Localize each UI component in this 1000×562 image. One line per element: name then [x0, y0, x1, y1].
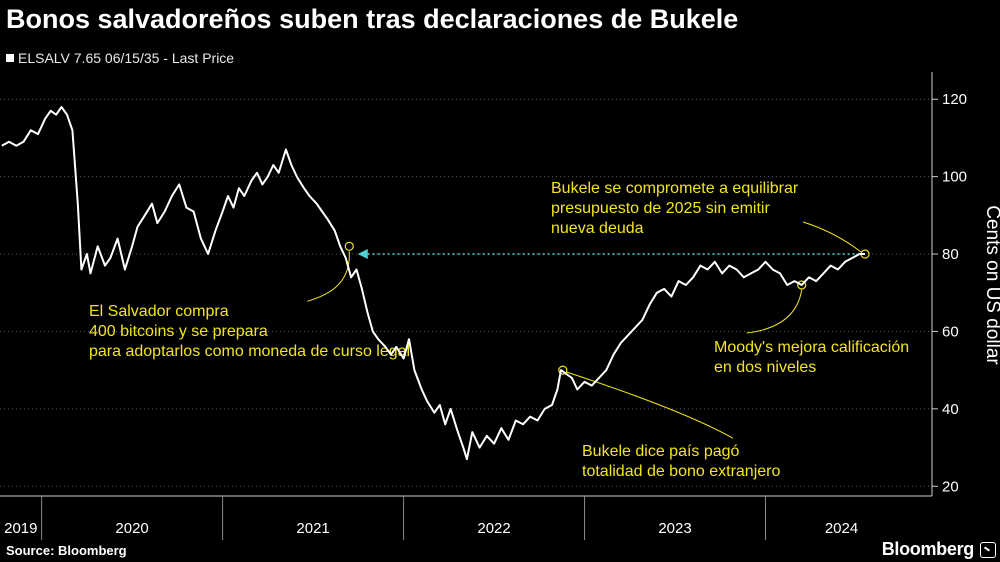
y-tick-label: 60: [942, 323, 959, 340]
y-tick-label: 40: [942, 401, 959, 418]
y-axis: 20 40 60 80 100 120: [931, 72, 967, 496]
legend-swatch: [6, 54, 14, 62]
legend-label: ELSALV 7.65 06/15/35 - Last Price: [18, 50, 235, 66]
y-tick-label: 100: [942, 169, 967, 186]
annotation-text: Moody's mejora calificación: [714, 339, 909, 356]
grid: [0, 98, 932, 487]
annotation-text: para adoptarlos como moneda de curso leg…: [89, 343, 410, 360]
annotation-marker: [344, 241, 354, 251]
annotation-text: en dos niveles: [714, 359, 816, 376]
annotation-text: nueva deuda: [551, 220, 644, 237]
annotation-marker: [797, 280, 807, 290]
bloomberg-icon: [980, 542, 996, 558]
annotation-text: Bukele dice país pagó: [582, 443, 740, 460]
x-tick-label: 2019: [4, 520, 37, 537]
y-axis-label: Cents on US dollar: [982, 205, 1000, 365]
y-tick-label: 80: [942, 246, 959, 263]
annotation-text: totalidad de bono extranjero: [582, 463, 780, 480]
annotation-text: Bukele se compromete a equilibrar: [551, 180, 799, 197]
x-tick-label: 2022: [477, 520, 510, 537]
annotation-leader: [307, 251, 350, 302]
legend: ELSALV 7.65 06/15/35 - Last Price: [6, 50, 234, 66]
level-arrow-head: [357, 249, 368, 260]
x-tick-label: 2021: [296, 520, 329, 537]
annotation-marker: [558, 365, 568, 375]
x-axis: 2019 2020 2021 2022 2023 2024: [0, 495, 932, 540]
x-tick-label: 2020: [115, 520, 148, 537]
source-note: Source: Bloomberg: [6, 543, 127, 558]
annotation-leader: [746, 289, 803, 334]
brand-logo: Bloomberg: [881, 539, 975, 559]
chart-title: Bonos salvadoreños suben tras declaracio…: [6, 4, 739, 34]
x-tick-label: 2023: [658, 520, 691, 537]
annotation-leader: [802, 221, 862, 253]
y-tick-label: 120: [942, 91, 967, 108]
series-line: [1, 106, 865, 461]
annotation-text: 400 bitcoins y se prepara: [89, 323, 268, 340]
y-tick-label: 20: [942, 478, 959, 495]
annotation-leader: [566, 371, 734, 439]
x-tick-label: 2024: [825, 520, 858, 537]
annotations: El Salvador compra 400 bitcoins y se prep…: [89, 180, 909, 480]
annotation-text: El Salvador compra: [89, 303, 229, 320]
annotation-text: presupuesto de 2025 sin emitir: [551, 200, 770, 217]
